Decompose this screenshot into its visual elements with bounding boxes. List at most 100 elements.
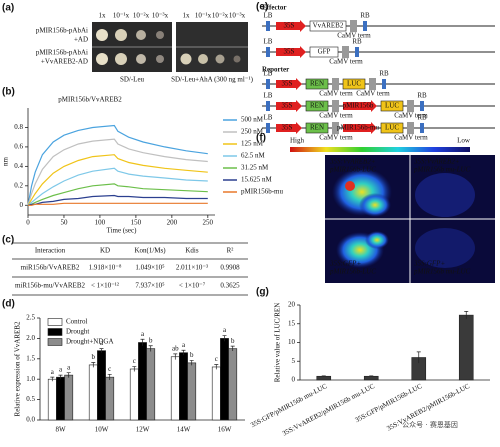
error-bar xyxy=(132,366,137,372)
y-tick-label: 5 xyxy=(292,357,296,365)
series-line xyxy=(27,167,208,206)
legend-label: 31.25 nM xyxy=(241,164,269,172)
quadrant-label: 35S:VvAREB2+ xyxy=(413,158,460,166)
legend-label: 15.625 nM xyxy=(241,176,273,184)
color-bar xyxy=(290,147,470,152)
y-tick-label: 0 xyxy=(20,201,24,209)
bar xyxy=(220,338,229,421)
bar xyxy=(138,342,147,421)
y-tick-label: 0.4 xyxy=(14,162,23,170)
dilution-label: 1x xyxy=(183,12,191,20)
promoter-label: 35S xyxy=(284,22,295,30)
series-line xyxy=(27,154,208,206)
terminator xyxy=(350,20,357,32)
panel-label: (f) xyxy=(256,133,266,144)
y-tick-label: 1.5 xyxy=(26,354,35,362)
table-cell: 1.918×10⁻⁸ xyxy=(89,264,122,272)
y-tick-label: 2.5 xyxy=(26,314,35,322)
error-bar xyxy=(173,353,178,360)
gene xyxy=(305,78,329,90)
significance-letter: a xyxy=(182,341,186,349)
table-header: Interaction xyxy=(35,247,66,255)
error-bar xyxy=(148,345,153,352)
error-bar xyxy=(58,374,63,380)
terminator xyxy=(407,122,414,134)
rb-border xyxy=(355,47,359,57)
x-tick-label: 50 xyxy=(60,219,68,227)
color-low: Low xyxy=(457,137,471,145)
x-tick-label: 12W xyxy=(136,426,150,434)
x-tick-label: 100 xyxy=(95,219,106,227)
terminator-label: CaMV term xyxy=(394,134,428,142)
significance-letter: a xyxy=(51,368,55,376)
reporter-label: Reporter xyxy=(262,66,289,74)
panel-label: (b) xyxy=(2,87,15,98)
gene-label: LUC xyxy=(385,124,399,132)
bar xyxy=(228,348,238,421)
bar xyxy=(88,364,98,421)
dilution-label: 10⁻²x xyxy=(212,12,229,20)
quadrant-label: 35S:GFP+ xyxy=(329,260,361,268)
error-bar xyxy=(222,335,227,342)
lb-border xyxy=(266,21,270,31)
promoter-label: 35S xyxy=(282,124,293,132)
significance-letter: c xyxy=(133,357,136,365)
terminator xyxy=(332,122,339,134)
series-line xyxy=(27,124,208,206)
y-tick-label: 0 xyxy=(292,376,296,384)
gene-label: GFP xyxy=(318,48,331,56)
panel-label: (c) xyxy=(2,235,14,246)
lb-label: LB xyxy=(264,70,273,78)
table-cell: miR156b/VvAREB2 xyxy=(21,264,80,272)
quadrant-label: pMIR156b-LUC xyxy=(329,166,376,174)
error-bar xyxy=(50,376,55,382)
significance-letter: b xyxy=(92,353,96,361)
table-cell: < 1×10⁻⁷ xyxy=(179,282,206,290)
bar xyxy=(179,352,188,421)
lb-border xyxy=(266,47,270,57)
bar xyxy=(47,378,57,421)
table-cell: 2.011×10⁻³ xyxy=(176,264,208,272)
terminator-label: CaMV term xyxy=(337,32,371,40)
y-axis-label: nm xyxy=(2,156,10,166)
promoter-label: pMIR156b-mu xyxy=(337,124,380,132)
y-tick-label: 2.0 xyxy=(26,334,35,342)
medium-label: SD/-Leu+AhA (300 ng ml⁻¹) xyxy=(171,76,254,84)
bar xyxy=(64,374,74,421)
bar xyxy=(363,375,379,381)
table-rules xyxy=(12,242,248,296)
table-cell: 0.3625 xyxy=(220,282,240,290)
y-tick-label: 0.5 xyxy=(26,395,35,403)
dilution-label: 10⁻³x xyxy=(152,12,169,20)
watermark: 公众号 · 赛恩基因 xyxy=(402,420,458,429)
terminator-label: CaMV term xyxy=(394,112,428,120)
gene xyxy=(305,100,329,112)
bar xyxy=(170,356,180,421)
error-bar xyxy=(464,311,469,319)
table-header: R² xyxy=(227,247,234,255)
table-cell: 0.9908 xyxy=(220,264,240,272)
x-tick-label: 0 xyxy=(26,219,30,227)
error-bar xyxy=(91,362,96,368)
gene-label: REN xyxy=(310,124,324,132)
rb-border xyxy=(420,123,424,133)
terminator-label: CaMV term xyxy=(319,90,353,98)
terminator-label: CaMV term xyxy=(356,90,390,98)
table-header: Kon(1/Ms) xyxy=(134,247,166,255)
quadrant-label: 35S:GFP+ xyxy=(413,260,445,268)
significance-letter: a xyxy=(141,330,145,338)
rb-border xyxy=(420,101,424,111)
promoter xyxy=(276,100,302,112)
promoter-label: 35S xyxy=(282,102,293,110)
dilution-label: 10⁻¹x xyxy=(195,12,212,20)
significance-letter: b xyxy=(149,336,153,344)
y-tick-label: 0.6 xyxy=(14,143,23,151)
lb-border xyxy=(266,79,270,89)
quadrant-label: pMIR156b mu-LUC xyxy=(413,166,471,174)
gene xyxy=(309,46,339,58)
gene-label: VvAREB2 xyxy=(313,22,344,30)
y-tick-label: 20 xyxy=(288,301,296,309)
y-tick-label: 10 xyxy=(288,338,296,346)
x-tick-label: 150 xyxy=(131,219,142,227)
bar xyxy=(129,368,139,421)
